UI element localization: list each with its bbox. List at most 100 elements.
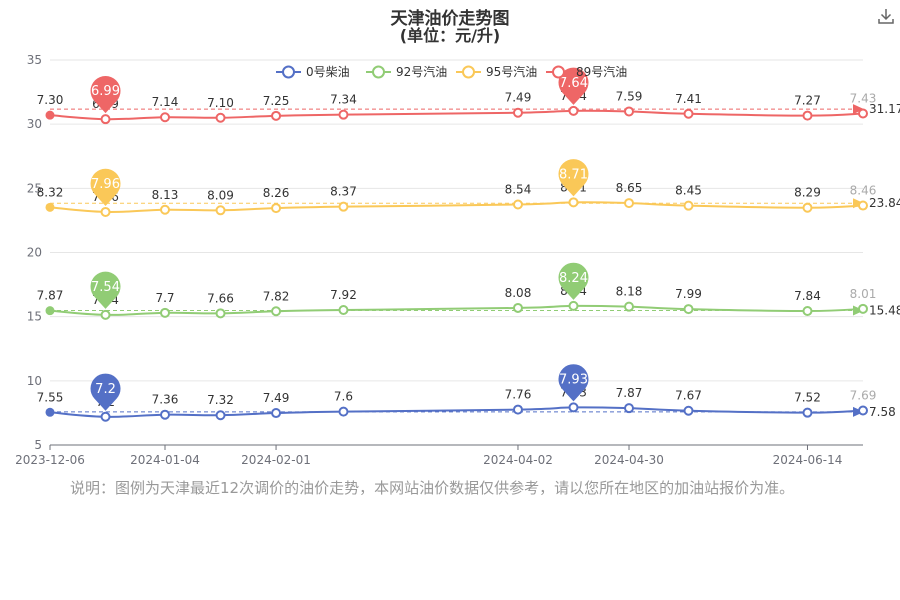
series-0-point (100, 411, 111, 422)
series-0-point (338, 406, 349, 417)
series-2-point (512, 199, 523, 210)
series-1-point (858, 303, 868, 314)
series-0-value-label: 7.52 (794, 391, 821, 405)
legend-symbol-1 (372, 65, 385, 79)
series-3-value-label: 7.49 (505, 91, 532, 105)
download-icon[interactable] (876, 6, 896, 26)
series-3-value-label: 7.14 (152, 95, 179, 109)
series-3-point (100, 114, 111, 125)
y-tick-label: 5 (34, 438, 42, 452)
series-0-value-label: 7.76 (505, 388, 532, 402)
series-1-point (568, 300, 579, 311)
series-3-point (338, 109, 349, 120)
series-3-point (624, 106, 635, 117)
series-1-value-label: 7.66 (207, 291, 234, 305)
series-0-max-marker (558, 364, 589, 402)
series-2-value-label: 8.54 (505, 183, 532, 197)
series-0-point (624, 403, 635, 414)
series-0-point (802, 407, 813, 418)
x-tick-label: 2024-01-04 (130, 453, 200, 467)
series-2-point (338, 201, 349, 212)
chart-title: 天津油价走势图 (390, 9, 510, 29)
series-3-point (568, 105, 579, 116)
series-0-point (45, 407, 55, 417)
series-1-point (683, 304, 694, 315)
series-2-min-marker (90, 168, 121, 206)
x-tick-label: 2024-04-02 (483, 453, 553, 467)
series-0-value-label: 7.55 (37, 390, 64, 404)
y-tick-label: 20 (27, 246, 42, 260)
series-3-max-marker-label: 7.64 (559, 76, 588, 91)
y-tick-label: 25 (27, 181, 42, 195)
series-2-point (45, 202, 55, 212)
series-2-value-label: 8.32 (37, 185, 64, 199)
series-2-value-label: 8.65 (616, 181, 643, 195)
series-3-point (271, 110, 282, 121)
series-2-average-label: 23.84 (869, 196, 900, 210)
series-1-point (802, 306, 813, 317)
series-2-value-label: 8.13 (152, 188, 179, 202)
series-0-min-marker-label: 7.2 (95, 382, 116, 397)
series-3-min-marker-label: 6.99 (91, 84, 120, 99)
legend-label-2: 95号汽油 (486, 64, 537, 79)
series-3-line (49, 109, 864, 121)
chart-subtitle: (单位：元/升) (399, 26, 501, 45)
chart-note: 说明：图例为天津最近12次调价的油价走势，本网站油价数据仅供参考，请以您所在地区… (70, 479, 795, 497)
series-2-value-label: 8.45 (675, 184, 702, 198)
series-3-point (802, 110, 813, 121)
series-3-value-label: 7.25 (263, 94, 290, 108)
series-1-value-label: 8.01 (850, 287, 877, 301)
series-3-min-marker (90, 75, 121, 114)
series-2-value-label: 8.26 (263, 186, 290, 200)
series-1-value-label: 7.87 (37, 289, 64, 303)
series-1-point (338, 304, 349, 315)
series-2-point (858, 200, 868, 211)
series-0-value-label: 7.67 (675, 389, 702, 403)
series-2-max-marker (558, 159, 589, 197)
series-1-point (215, 308, 226, 319)
series-3-average-label: 31.17 (869, 102, 900, 116)
series-0-min-marker (90, 373, 121, 411)
series-2-min-marker-label: 7.96 (91, 177, 120, 192)
series-1-value-label: 7.84 (794, 289, 821, 303)
series-1-value-label: 8.08 (505, 286, 532, 300)
series-2-point (802, 202, 813, 213)
series-3-max-marker (558, 67, 589, 105)
series-1-value-label: 7.92 (330, 288, 357, 302)
series-2-point (271, 203, 282, 214)
series-2-value-label: 8.46 (850, 184, 877, 198)
series-0-average-label: 7.58 (869, 405, 896, 419)
series-2-max-marker-label: 8.71 (559, 167, 588, 182)
series-1-point (271, 306, 282, 317)
series-1-value-label: 7.7 (155, 291, 174, 305)
series-1-point (512, 302, 523, 313)
series-0-value-label: 7.87 (616, 386, 643, 400)
series-3-value-label: 7.59 (616, 89, 643, 103)
series-0-point (512, 404, 523, 415)
series-2-point (624, 198, 635, 209)
series-0-point (271, 408, 282, 419)
series-2-value-label: 8.29 (794, 186, 821, 200)
series-2-point (683, 200, 694, 211)
y-tick-label: 10 (27, 374, 42, 388)
series-1-point (100, 309, 111, 320)
x-tick-label: 2024-02-01 (241, 453, 311, 467)
y-tick-label: 30 (27, 117, 42, 131)
series-1-min-marker (90, 271, 121, 309)
series-1-value-label: 7.82 (263, 289, 290, 303)
series-3-point (215, 112, 226, 123)
x-tick-label: 2024-04-30 (594, 453, 664, 467)
series-2-point (160, 204, 171, 215)
series-1-max-marker (558, 262, 589, 300)
legend-label-1: 92号汽油 (396, 64, 447, 79)
series-3-point (160, 112, 171, 123)
x-tick-label: 2023-12-06 (15, 453, 85, 467)
series-1-average-label: 15.48 (869, 304, 900, 318)
series-1-max-marker-label: 8.24 (559, 271, 588, 286)
series-0-max-marker-label: 7.93 (559, 372, 588, 387)
legend-symbol-0 (282, 65, 295, 79)
series-3-average-arrow (853, 104, 864, 115)
legend-label-3: 89号汽油 (576, 64, 627, 79)
series-2-point (215, 205, 226, 216)
